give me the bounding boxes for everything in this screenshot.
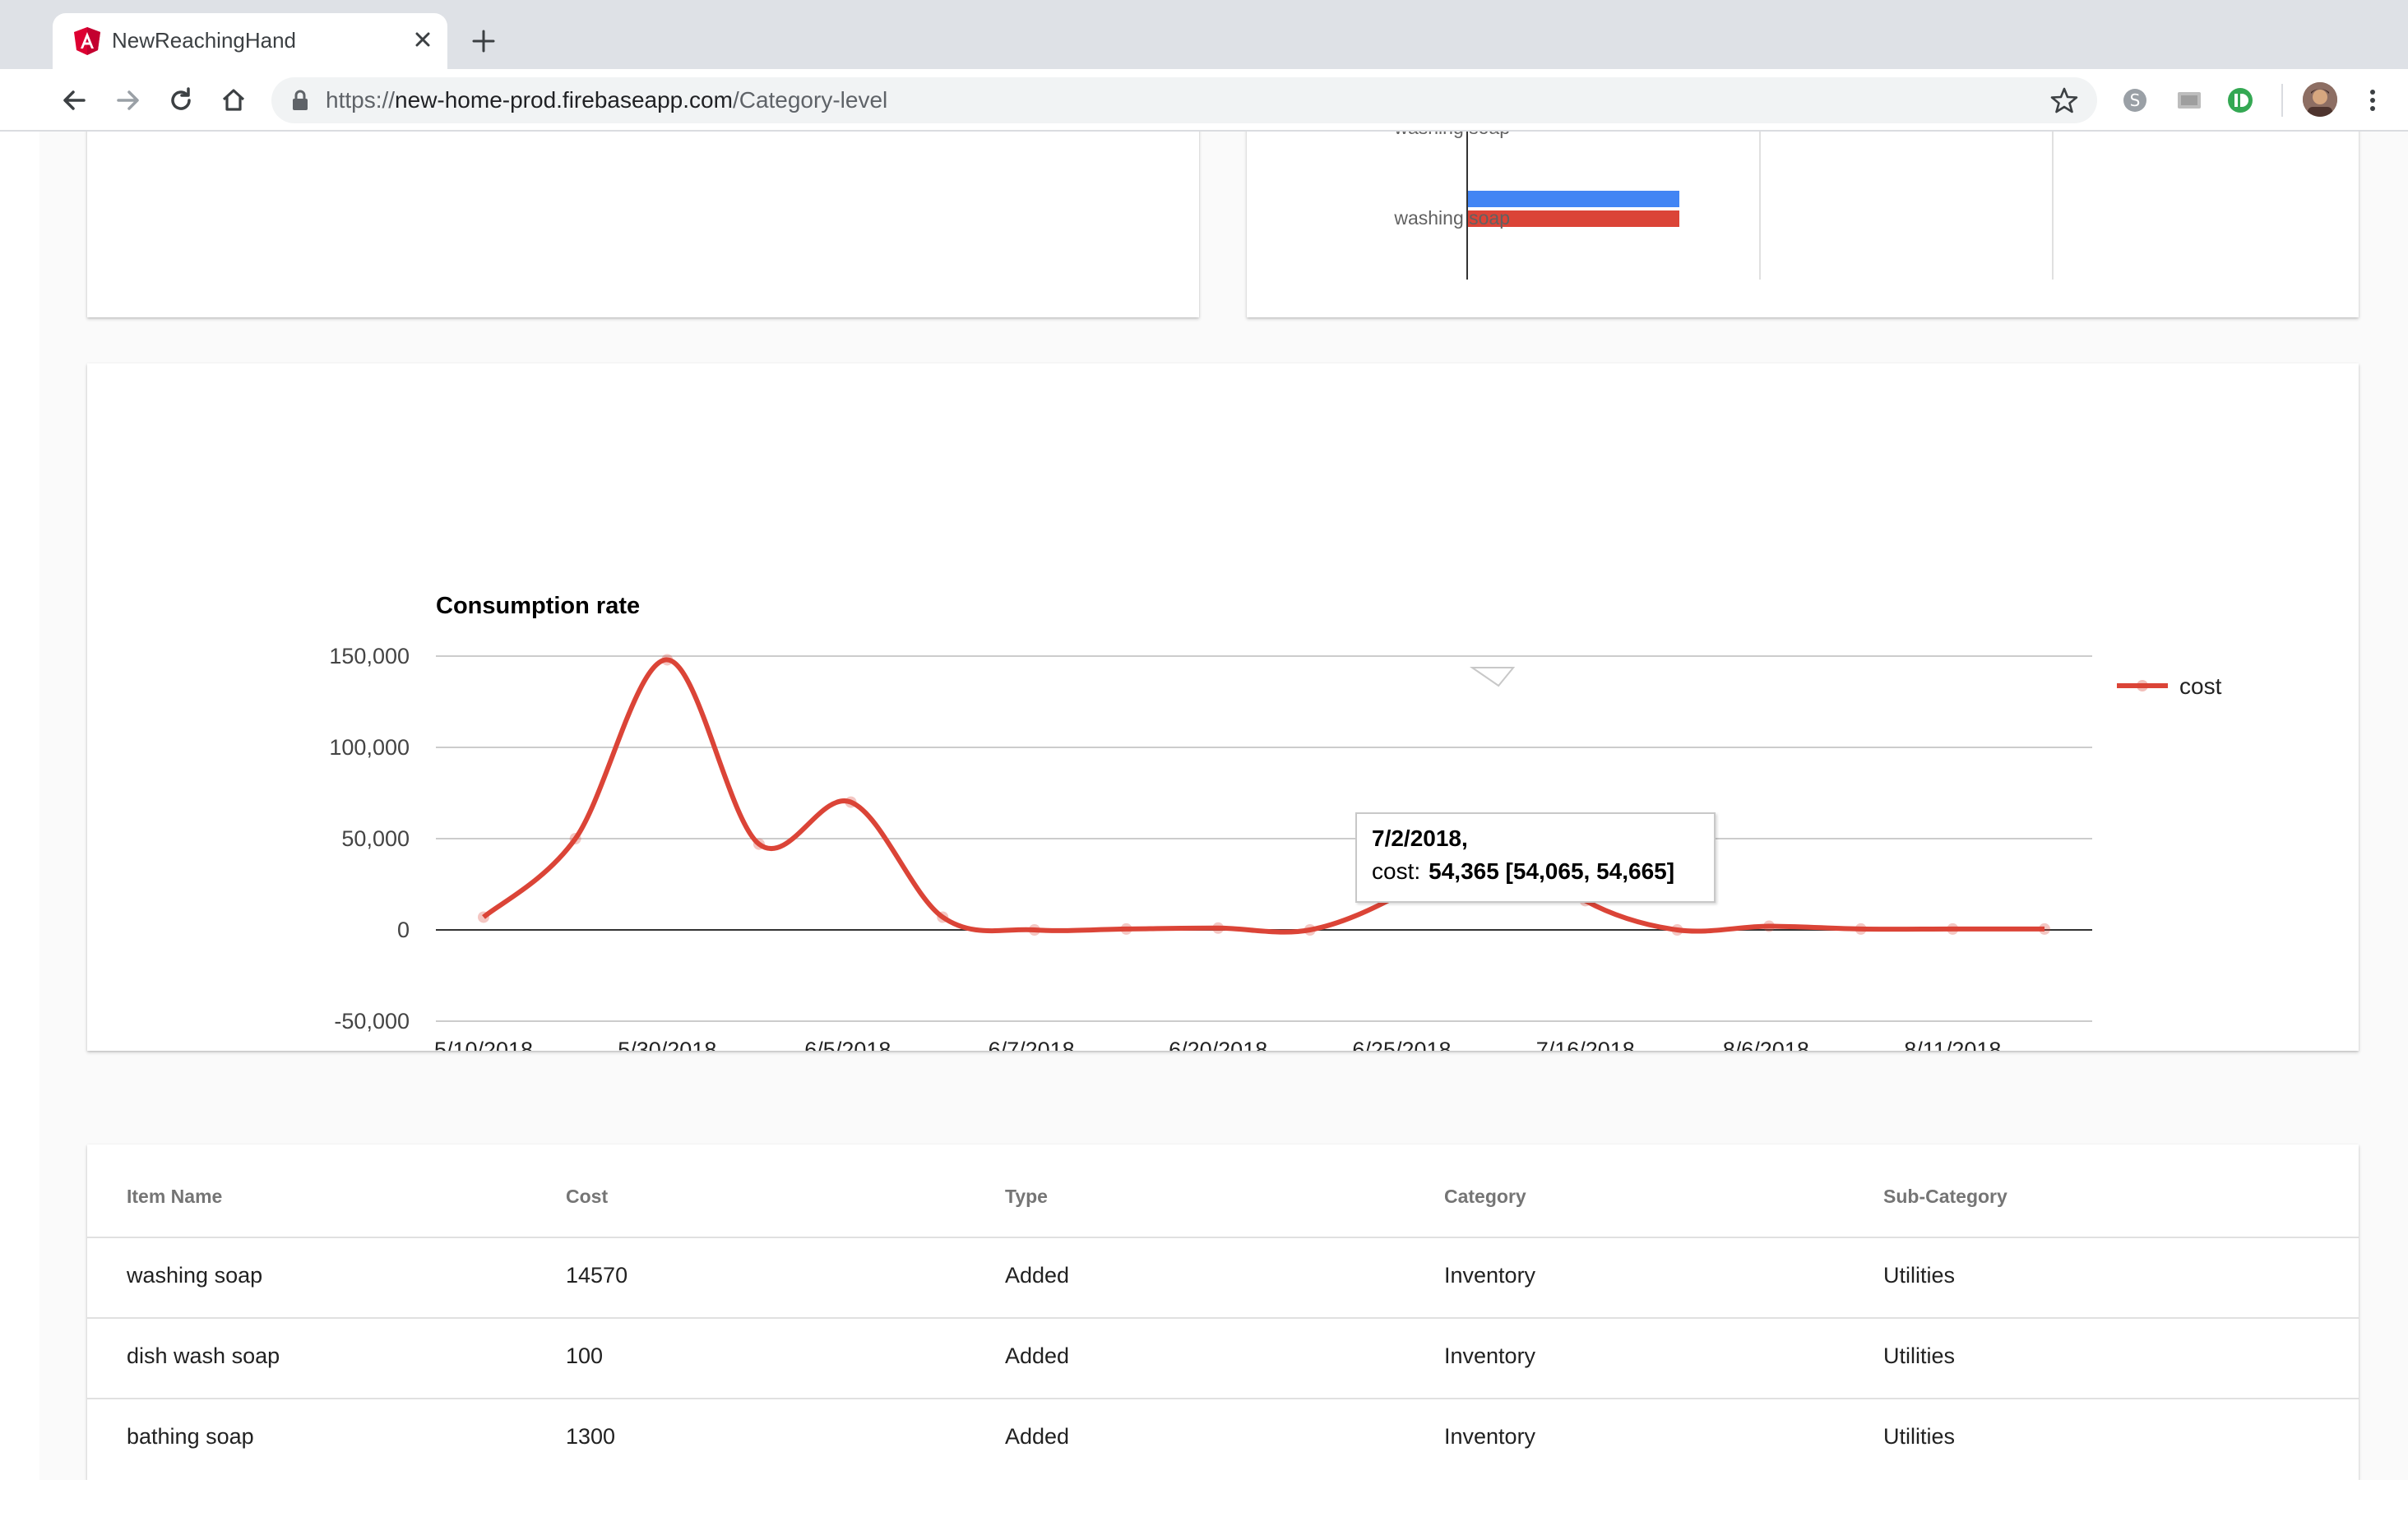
- column-header-sub-category[interactable]: Sub-Category: [1883, 1186, 2007, 1207]
- bar-chart-svg: [1466, 132, 2054, 280]
- bar-chart-card: [1247, 132, 2359, 317]
- pushbullet-extension-icon[interactable]: [2225, 86, 2255, 115]
- column-header-type[interactable]: Type: [1005, 1186, 1048, 1207]
- browser-toolbar: https://new-home-prod.firebaseapp.com/Ca…: [0, 69, 2408, 132]
- legend-label: cost: [2179, 673, 2222, 699]
- close-tab-icon[interactable]: [406, 23, 439, 56]
- data-point: [1304, 924, 1316, 936]
- new-tab-icon[interactable]: [465, 23, 502, 59]
- reload-icon[interactable]: [163, 82, 199, 118]
- browser-tab[interactable]: NewReachingHand: [53, 13, 447, 69]
- url-host: new-home-prod.firebaseapp.com: [395, 87, 733, 113]
- data-point: [1855, 923, 1867, 935]
- cell-type: Added: [1005, 1343, 1070, 1368]
- consumption-chart-card: Consumption rate 150,000 100,000 50,000 0 -50…: [87, 363, 2359, 1051]
- x-tick-label: 6/20/2018: [1169, 1038, 1267, 1051]
- svg-text:S: S: [2130, 90, 2141, 110]
- bar-category-label: washing soap: [1394, 207, 1510, 229]
- chart-tooltip: 7/2/2018, cost: 54,365 [54,065, 54,665]: [1355, 812, 1716, 903]
- column-header-cost[interactable]: Cost: [566, 1186, 609, 1207]
- cell-category: Inventory: [1444, 1343, 1536, 1368]
- bar-series-red: [1467, 210, 1679, 227]
- y-tick-label: 150,000: [329, 644, 410, 668]
- items-table: Item Name Cost Type Category Sub-Categor…: [87, 1144, 2359, 1480]
- data-point: [478, 911, 489, 923]
- page-viewport: washing soap washing soap Consumption ra…: [39, 132, 2408, 1480]
- chart-title: Consumption rate: [436, 593, 640, 619]
- data-point: [937, 911, 949, 923]
- url-path: /Category-level: [732, 87, 888, 113]
- data-point: [1212, 922, 1225, 934]
- cell-item-name: washing soap: [127, 1263, 263, 1288]
- cell-type: Added: [1005, 1263, 1070, 1288]
- x-tick-label: 5/10/2018: [434, 1038, 533, 1051]
- table-row[interactable]: washing soap 14570 Added Inventory Utili…: [87, 1237, 2359, 1319]
- cell-category: Inventory: [1444, 1424, 1536, 1449]
- tab-title: NewReachingHand: [112, 28, 297, 53]
- browser-menu-icon[interactable]: [2360, 84, 2385, 117]
- bar-category-label: washing soap: [1345, 132, 1510, 139]
- data-point: [752, 838, 765, 850]
- data-point: [1120, 923, 1132, 935]
- tooltip-date: 7/2/2018,: [1372, 825, 1468, 851]
- tooltip-pointer: [1469, 667, 1516, 687]
- bar-series-blue: [1467, 191, 1679, 207]
- forward-arrow-icon[interactable]: [110, 82, 146, 118]
- column-header-category[interactable]: Category: [1444, 1186, 1526, 1207]
- browser-tab-strip: NewReachingHand: [0, 0, 2408, 69]
- tooltip-value: 54,365 [54,065, 54,665]: [1429, 858, 1675, 884]
- cost-series-line: [482, 657, 2044, 935]
- cell-cost: 1300: [566, 1424, 616, 1449]
- sql-extension-icon[interactable]: [2174, 86, 2204, 115]
- cell-category: Inventory: [1444, 1263, 1536, 1288]
- cell-cost: 14570: [566, 1263, 628, 1288]
- url-scheme: https://: [326, 87, 396, 113]
- data-point: [1671, 924, 1683, 936]
- toolbar-divider: [2281, 84, 2283, 117]
- consumption-line-chart: Consumption rate 150,000 100,000 50,000 0 -50…: [329, 593, 2222, 1051]
- data-point: [569, 833, 581, 844]
- cell-sub-category: Utilities: [1883, 1424, 1956, 1449]
- address-bar[interactable]: https://new-home-prod.firebaseapp.com/Ca…: [271, 77, 2097, 123]
- skype-extension-icon[interactable]: S: [2120, 86, 2150, 115]
- tooltip-label: cost:: [1372, 858, 1421, 884]
- x-tick-label: 6/5/2018,: [804, 1038, 897, 1051]
- x-tick-label: 5/30/2018: [618, 1038, 716, 1051]
- home-icon[interactable]: [215, 82, 252, 118]
- cell-type: Added: [1005, 1424, 1070, 1449]
- cell-item-name: bathing soap: [127, 1424, 254, 1449]
- angular-logo-icon: [74, 27, 100, 55]
- x-tick-label: 7/16/2018: [1536, 1038, 1635, 1051]
- profile-avatar[interactable]: [2303, 82, 2337, 117]
- bookmark-star-icon[interactable]: [2049, 86, 2079, 115]
- cell-item-name: dish wash soap: [127, 1343, 280, 1368]
- x-tick-label: 8/11/2018: [1904, 1038, 2001, 1051]
- profile-face-icon: [2303, 82, 2337, 117]
- x-tick-label: 8/6/2018,: [1723, 1038, 1816, 1051]
- legend-marker: [2137, 680, 2148, 691]
- data-point: [1947, 923, 1959, 935]
- data-point: [1028, 924, 1040, 936]
- data-point: [2039, 923, 2050, 935]
- lock-icon[interactable]: [289, 89, 311, 112]
- top-left-card: [87, 132, 1199, 317]
- column-header-item-name[interactable]: Item Name: [127, 1186, 223, 1207]
- cell-cost: 100: [566, 1343, 604, 1368]
- table-row[interactable]: bathing soap 1300 Added Inventory Utilit…: [87, 1398, 2359, 1480]
- cell-sub-category: Utilities: [1883, 1343, 1956, 1368]
- y-tick-label: 0: [397, 918, 410, 942]
- y-tick-label: -50,000: [334, 1009, 410, 1034]
- data-point: [661, 654, 674, 666]
- x-tick-label: 6/25/2018: [1352, 1038, 1451, 1051]
- y-tick-label: 100,000: [329, 735, 410, 760]
- back-arrow-icon[interactable]: [56, 82, 92, 118]
- table-row[interactable]: dish wash soap 100 Added Inventory Utili…: [87, 1317, 2359, 1399]
- x-tick-label: 6/7/2018,: [989, 1038, 1081, 1051]
- url-text[interactable]: https://new-home-prod.firebaseapp.com/Ca…: [326, 87, 887, 113]
- cell-sub-category: Utilities: [1883, 1263, 1956, 1288]
- data-point: [845, 796, 857, 808]
- data-point: [1763, 920, 1776, 932]
- y-tick-label: 50,000: [341, 826, 410, 851]
